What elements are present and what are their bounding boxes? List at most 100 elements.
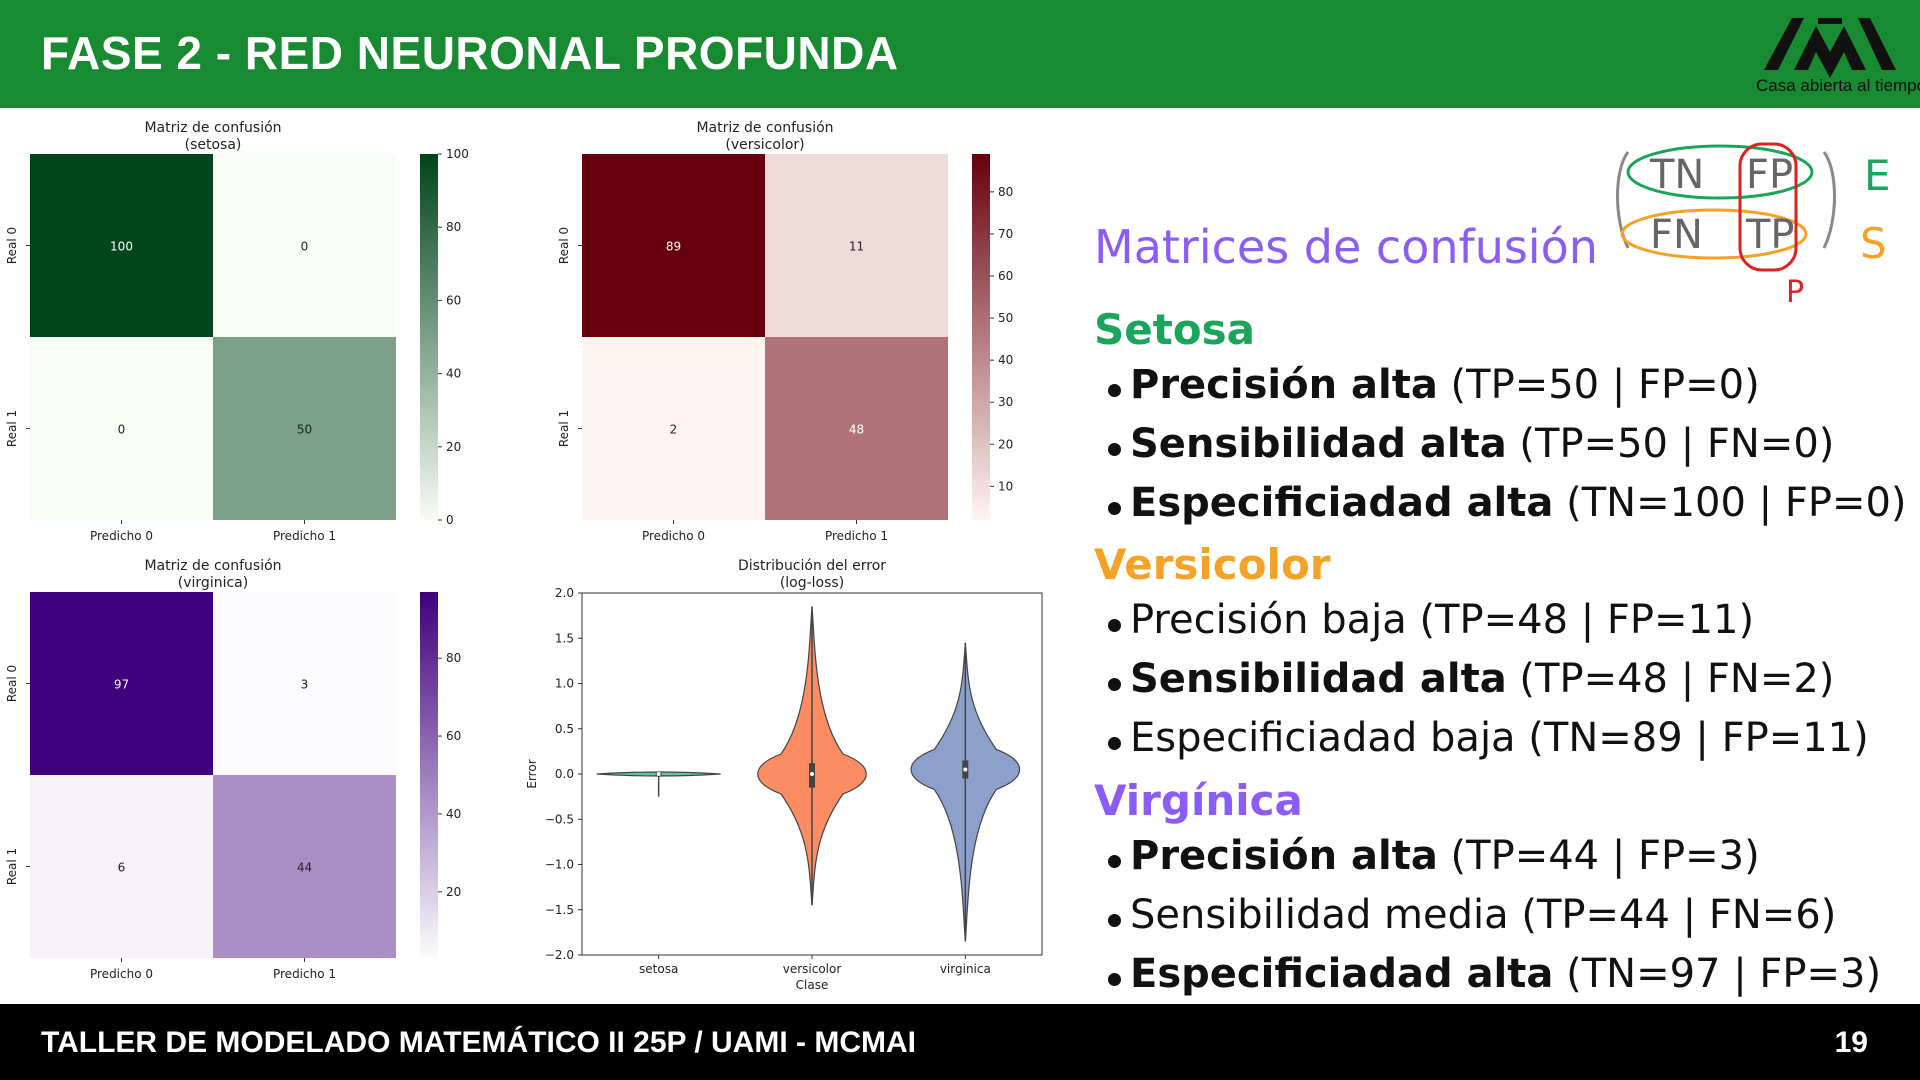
bullet-item: Precisión alta (TP=50 | FP=0) [1108,362,1760,408]
uam-logo [1764,18,1896,78]
col-label: Predicho 1 [825,529,888,543]
heatmap-cell [582,337,765,520]
bullet-label: Especificiadad alta [1130,951,1554,997]
bullet-label: Precisión alta [1130,833,1438,879]
violin-median [656,772,661,776]
sketch-label-fn: FN [1650,212,1703,258]
cell-value: 6 [118,861,126,875]
footer-text: TALLER DE MODELADO MATEMÁTICO II 25P / U… [41,1026,916,1059]
cell-value: 0 [118,423,126,437]
y-tick-label: 2.0 [555,586,574,600]
row-label: Real 0 [5,227,19,264]
bullet-detail: (TN=100 | FP=0) [1566,480,1907,526]
colorbar-tick-label: 80 [446,220,461,234]
heatmap-cell [582,154,765,337]
colorbar-tick-label: 40 [998,353,1013,367]
sketch-label-tp: TP [1745,212,1795,258]
sketch-green-loop [1626,144,1814,200]
violin-median [963,767,968,772]
cell-value: 0 [301,240,309,254]
bullet-detail: (TP=50 | FP=0) [1450,362,1760,408]
heatmap-cell [765,337,948,520]
heatmap-cell [765,154,948,337]
bullet-detail: (TP=44 | FP=3) [1450,833,1760,879]
colorbar [420,154,438,520]
bullet-label: Especificiadad baja [1130,715,1516,761]
colorbar [972,154,990,520]
bullet-item: Precisión alta (TP=44 | FP=3) [1108,833,1760,879]
bullet-label: Especificiadad alta [1130,480,1554,526]
bullet-label: Precisión alta [1130,362,1438,408]
col-label: Predicho 1 [273,967,336,981]
cell-value: 2 [670,423,678,437]
cell-value: 44 [297,861,312,875]
chart-subtitle: (setosa) [185,137,242,153]
sketch-label-tn: TN [1649,152,1704,198]
chart-title: Matriz de confusión [696,120,833,136]
colorbar-tick-label: 80 [998,185,1013,199]
bullet-label: Sensibilidad alta [1130,421,1507,467]
y-tick-label: 0.5 [555,722,574,736]
heatmap-cell [213,592,396,775]
colorbar-tick-label: 80 [446,651,461,665]
bullet-detail: (TP=48 | FP=11) [1419,597,1755,643]
colorbar-tick-label: 60 [446,293,461,307]
chart-title: Matriz de confusión [144,120,281,136]
colorbar [420,592,438,958]
colorbar-tick-label: 20 [998,437,1013,451]
bullet-item: Especificiadad alta (TN=97 | FP=3) [1107,951,1882,997]
heatmap-cell [30,592,213,775]
cell-value: 3 [301,678,309,692]
y-axis-label: Error [525,759,539,788]
chart-title: Distribución del error [738,558,886,574]
y-tick-label: 1.0 [555,677,574,691]
colorbar-tick-label: 20 [446,885,461,899]
summary-panel: Matrices de confusión Setosa Precisión a… [1094,0,1920,1004]
heatmap-cell [30,154,213,337]
bullet-label: Sensibilidad alta [1130,656,1507,702]
bullet-item: Especificiadad alta (TN=100 | FP=0) [1108,480,1907,526]
y-tick-label: −1.5 [545,903,574,917]
colorbar-tick-label: 60 [998,269,1013,283]
bullet-detail: (TN=97 | FP=3) [1566,951,1882,997]
bullet-item: Sensibilidad alta (TP=50 | FN=0) [1107,421,1835,467]
colorbar-tick-label: 0 [446,513,454,527]
cell-value: 11 [849,240,864,254]
colorbar-tick-label: 10 [998,479,1013,493]
colorbar-tick-label: 60 [446,729,461,743]
cell-value: 97 [114,678,129,692]
colorbar-tick-label: 30 [998,395,1013,409]
y-tick-label: −1.0 [545,858,574,872]
x-tick-label: setosa [639,962,678,976]
confusion-sketch: TN FP FN TP E S P [1616,142,1891,310]
row-label: Real 1 [557,410,571,447]
bullet-detail: (TP=48 | FN=2) [1519,656,1835,702]
colorbar-tick-label: 40 [446,367,461,381]
y-tick-label: −0.5 [545,812,574,826]
heatmap-cell [213,154,396,337]
colorbar-tick-label: 100 [446,147,469,161]
sketch-label-fp: FP [1746,152,1793,198]
sketch-bracket-right [1822,151,1836,249]
bullet-detail: (TP=50 | FN=0) [1519,421,1835,467]
section-heading-virginica: Virgínica [1094,776,1303,825]
cell-value: 50 [297,423,312,437]
heatmap-cell [213,775,396,958]
chart-subtitle: (log-loss) [780,575,844,591]
col-label: Predicho 1 [273,529,336,543]
cell-value: 89 [666,240,681,254]
chart-subtitle: (versicolor) [725,137,804,153]
heatmap-cell [213,337,396,520]
bullet-item: Sensibilidad alta (TP=48 | FN=2) [1107,656,1835,702]
bullet-detail: (TN=89 | FP=11) [1528,715,1869,761]
sketch-red-loop [1738,142,1798,272]
slide-footer: TALLER DE MODELADO MATEMÁTICO II 25P / U… [0,1004,1920,1080]
y-tick-label: −2.0 [545,948,574,962]
heatmap-cell [30,775,213,958]
sketch-letter-e: E [1864,151,1891,200]
row-label: Real 0 [5,665,19,702]
chart-subtitle: (virginica) [178,575,248,591]
bullet-label: Precisión baja [1130,597,1407,643]
col-label: Predicho 0 [90,529,153,543]
